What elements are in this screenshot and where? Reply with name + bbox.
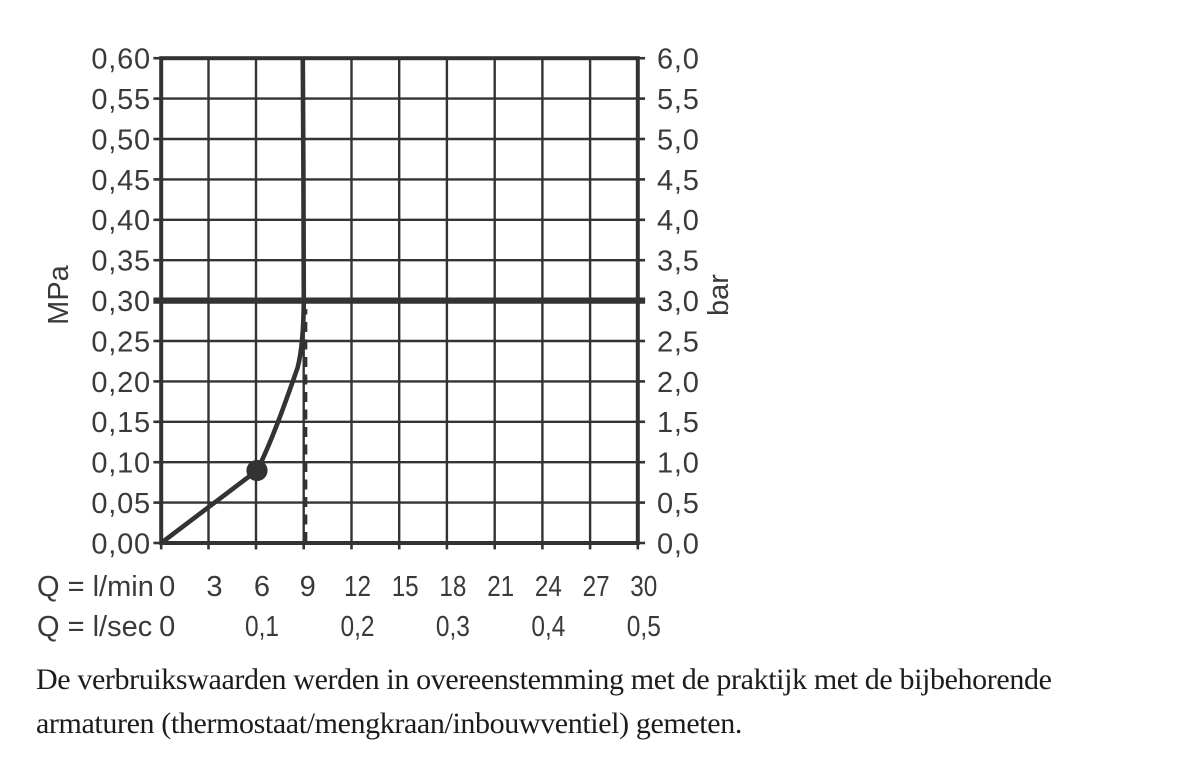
svg-text:0,3: 0,3	[436, 611, 470, 643]
svg-text:0,2: 0,2	[341, 611, 375, 643]
svg-text:2,5: 2,5	[657, 326, 700, 358]
svg-text:0,60: 0,60	[91, 44, 151, 76]
svg-text:24: 24	[535, 571, 562, 603]
svg-text:0: 0	[159, 611, 175, 643]
svg-text:27: 27	[583, 571, 610, 603]
svg-text:Q = l/min: Q = l/min	[37, 571, 154, 603]
svg-text:0,50: 0,50	[91, 124, 151, 156]
svg-text:bar: bar	[703, 274, 735, 316]
svg-text:0,15: 0,15	[91, 407, 151, 439]
svg-text:0,55: 0,55	[91, 84, 151, 116]
svg-text:0,4: 0,4	[531, 611, 565, 643]
svg-text:0,20: 0,20	[91, 367, 151, 399]
svg-text:5,0: 5,0	[657, 124, 700, 156]
svg-text:Q = l/sec: Q = l/sec	[37, 611, 152, 643]
svg-text:15: 15	[392, 571, 419, 603]
svg-text:0,00: 0,00	[91, 528, 151, 560]
svg-text:0,40: 0,40	[91, 205, 151, 237]
svg-text:2,0: 2,0	[657, 367, 700, 399]
svg-text:MPa: MPa	[43, 264, 75, 325]
svg-text:6,0: 6,0	[657, 44, 700, 76]
svg-text:4,5: 4,5	[657, 165, 700, 197]
svg-text:21: 21	[487, 571, 514, 603]
svg-text:0,1: 0,1	[245, 611, 279, 643]
svg-text:3,5: 3,5	[657, 246, 700, 278]
svg-text:5,5: 5,5	[657, 84, 700, 116]
svg-text:1,5: 1,5	[657, 407, 700, 439]
svg-text:4,0: 4,0	[657, 205, 700, 237]
svg-text:18: 18	[439, 571, 466, 603]
svg-text:3: 3	[206, 571, 222, 603]
svg-text:0: 0	[159, 571, 175, 603]
svg-text:0,45: 0,45	[91, 165, 151, 197]
svg-text:0,0: 0,0	[657, 528, 700, 560]
svg-text:12: 12	[344, 571, 371, 603]
svg-text:3,0: 3,0	[657, 286, 700, 318]
svg-text:6: 6	[254, 571, 270, 603]
svg-text:0,30: 0,30	[91, 286, 151, 318]
svg-text:1,0: 1,0	[657, 448, 700, 480]
svg-text:30: 30	[630, 571, 657, 603]
svg-text:0,5: 0,5	[657, 488, 700, 520]
svg-text:0,25: 0,25	[91, 326, 151, 358]
svg-text:0,05: 0,05	[91, 488, 151, 520]
svg-text:0,35: 0,35	[91, 246, 151, 278]
svg-text:9: 9	[300, 571, 316, 603]
svg-text:0,5: 0,5	[627, 611, 661, 643]
svg-text:0,10: 0,10	[91, 448, 151, 480]
